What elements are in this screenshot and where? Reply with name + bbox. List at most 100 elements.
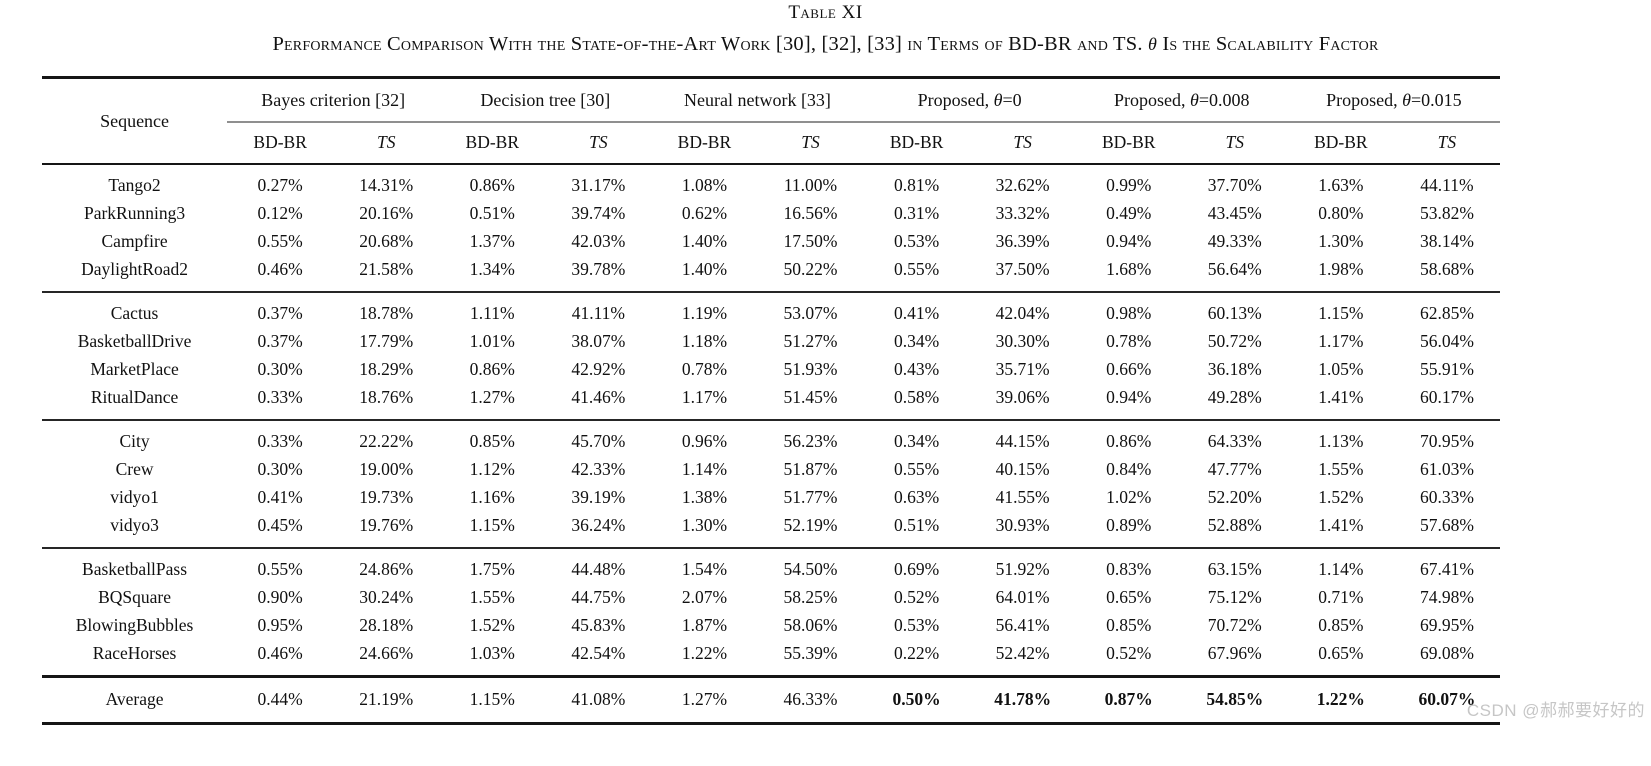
results-table: Sequence Bayes criterion [32] Decision t… xyxy=(42,76,1500,725)
value-cell: 42.04% xyxy=(995,303,1050,324)
value-cell: 30.93% xyxy=(969,512,1076,549)
value-cell: 1.03% xyxy=(439,640,546,678)
table-row: Campfire 0.55% 20.68% 1.37% 42.03% 1.40% 17.50… xyxy=(42,228,1500,256)
value-cell: 14.31% xyxy=(359,175,414,196)
value-cell: 21.58% xyxy=(333,256,440,293)
value-cell: 0.65% xyxy=(1106,587,1152,608)
value-cell: 1.75% xyxy=(469,559,515,580)
value-cell: 1.40% xyxy=(681,231,728,252)
group-header-row: Sequence Bayes criterion [32] Decision t… xyxy=(42,77,1500,165)
bdbr-header: BD-BR xyxy=(863,122,970,165)
value-cell: 1.15% xyxy=(439,512,546,549)
value-cell: 0.62% xyxy=(681,203,728,224)
value-cell: 69.95% xyxy=(1419,615,1474,636)
sequence-cell: MarketPlace xyxy=(90,359,179,380)
value-cell: 0.84% xyxy=(1106,459,1152,480)
value-cell: 54.85% xyxy=(1206,689,1264,710)
value-cell: 46.33% xyxy=(783,689,838,710)
value-cell: 1.52% xyxy=(1318,487,1364,508)
value-cell: 50.72% xyxy=(1207,331,1262,352)
value-cell: 64.01% xyxy=(995,587,1050,608)
value-cell: 0.51% xyxy=(469,203,515,224)
value-cell: 1.55% xyxy=(1318,459,1364,480)
value-cell: 36.39% xyxy=(995,231,1050,252)
table-row: RaceHorses 0.46% 24.66% 1.03% 42.54% 1.22% 55.… xyxy=(42,640,1500,678)
value-cell: 37.50% xyxy=(969,256,1076,293)
value-cell: 60.07% xyxy=(1418,689,1476,710)
value-cell: 24.66% xyxy=(333,640,440,678)
ts-header: TS xyxy=(1393,122,1500,165)
value-cell: 0.65% xyxy=(1287,640,1394,678)
value-cell: 0.33% xyxy=(257,431,303,452)
sequence-cell: BasketballDrive xyxy=(77,331,192,352)
value-cell: 2.07% xyxy=(681,587,728,608)
value-cell: 1.14% xyxy=(1318,559,1364,580)
value-cell: 1.18% xyxy=(681,331,728,352)
bdbr-header: BD-BR xyxy=(1287,122,1394,165)
sequence-cell: Campfire xyxy=(101,231,168,252)
bdbr-header: BD-BR xyxy=(1075,122,1182,165)
value-cell: 1.68% xyxy=(1075,256,1182,293)
value-cell: 0.78% xyxy=(1106,331,1152,352)
value-cell: 1.30% xyxy=(1318,231,1364,252)
value-cell: 1.87% xyxy=(681,615,728,636)
value-cell: 0.41% xyxy=(893,303,940,324)
ts-header: TS xyxy=(545,122,652,165)
value-cell: 0.12% xyxy=(257,203,303,224)
value-cell: 0.63% xyxy=(893,487,940,508)
value-cell: 1.98% xyxy=(1287,256,1394,293)
table-row: RitualDance 0.33% 18.76% 1.27% 41.46% 1.17% 51… xyxy=(42,384,1500,421)
value-cell: 0.43% xyxy=(893,359,940,380)
value-cell: 0.87% xyxy=(1104,689,1153,710)
value-cell: 1.01% xyxy=(469,331,515,352)
ts-header: TS xyxy=(757,122,864,165)
value-cell: 1.54% xyxy=(681,559,728,580)
value-cell: 1.17% xyxy=(651,384,758,421)
column-group-proposed-0: Proposed, θ=0 xyxy=(863,77,1076,123)
value-cell: 44.48% xyxy=(571,559,626,580)
value-cell: 1.22% xyxy=(1316,689,1365,710)
csdn-watermark: CSDN @郝郝要好好的 xyxy=(1466,701,1645,720)
value-cell: 1.34% xyxy=(439,256,546,293)
value-cell: 0.78% xyxy=(681,359,728,380)
value-cell: 51.87% xyxy=(783,459,838,480)
value-cell: 0.85% xyxy=(1106,615,1152,636)
value-cell: 0.95% xyxy=(257,615,303,636)
value-cell: 0.22% xyxy=(863,640,970,678)
value-cell: 53.82% xyxy=(1419,203,1474,224)
sequence-cell: vidyo3 xyxy=(42,512,228,549)
value-cell: 1.27% xyxy=(681,689,728,710)
table-row: DaylightRoad2 0.46% 21.58% 1.34% 39.78% 1.40%… xyxy=(42,256,1500,293)
value-cell: 51.45% xyxy=(757,384,864,421)
value-cell: 1.16% xyxy=(469,487,515,508)
value-cell: 0.53% xyxy=(893,615,940,636)
value-cell: 51.93% xyxy=(783,359,838,380)
value-cell: 0.89% xyxy=(1075,512,1182,549)
value-cell: 36.18% xyxy=(1207,359,1262,380)
value-cell: 67.96% xyxy=(1181,640,1288,678)
table-row: Cactus 0.37% 18.78% 1.11% 41.11% 1.19% 53.07% 0… xyxy=(42,292,1500,328)
table-row: BasketballPass 0.55% 24.86% 1.75% 44.48% 1.54… xyxy=(42,548,1500,584)
value-cell: 1.27% xyxy=(439,384,546,421)
value-cell: 62.85% xyxy=(1419,303,1474,324)
value-cell: 44.11% xyxy=(1420,175,1474,196)
value-cell: 42.33% xyxy=(571,459,626,480)
value-cell: 53.07% xyxy=(783,303,838,324)
table-row: MarketPlace 0.30% 18.29% 0.86% 42.92% 0.78% 51… xyxy=(42,356,1500,384)
value-cell: 51.92% xyxy=(995,559,1050,580)
table-row: vidyo3 0.45% 19.76% 1.15% 36.24% 1.30% 52.19% 0… xyxy=(42,512,1500,549)
sequence-cell: Cactus xyxy=(110,303,159,324)
value-cell: 51.27% xyxy=(783,331,838,352)
value-cell: 0.55% xyxy=(257,231,303,252)
table-caption: Performance Comparison With the State-of… xyxy=(0,33,1651,56)
value-cell: 55.91% xyxy=(1419,359,1474,380)
value-cell: 0.90% xyxy=(257,587,303,608)
value-cell: 0.71% xyxy=(1318,587,1364,608)
sequence-cell: Tango2 xyxy=(108,175,161,196)
value-cell: 0.55% xyxy=(257,559,303,580)
value-cell: 45.70% xyxy=(571,431,626,452)
caption-text-pre: Performance Comparison With the State-of… xyxy=(272,33,1148,55)
value-cell: 0.45% xyxy=(227,512,334,549)
value-cell: 0.80% xyxy=(1318,203,1364,224)
value-cell: 32.62% xyxy=(995,175,1050,196)
